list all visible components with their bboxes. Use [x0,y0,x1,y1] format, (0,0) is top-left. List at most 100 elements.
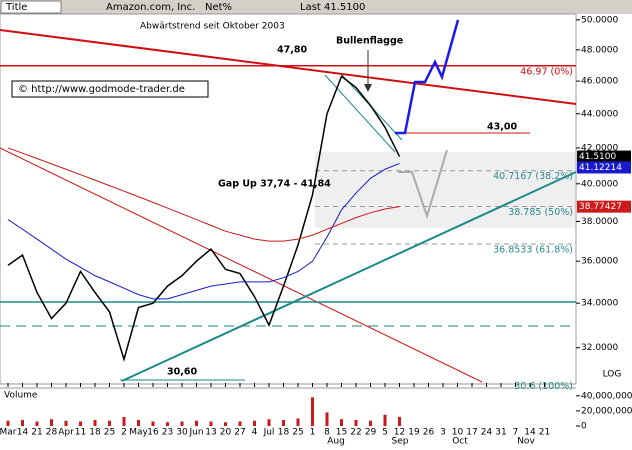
x-tick-label: 5 [382,428,388,438]
y-tick-label: 42.0000 [581,143,618,153]
month-label: Nov [517,437,535,447]
volume-bar [238,421,242,426]
x-tick-label: 2 [121,428,127,438]
volume-bar [93,419,97,426]
uptrend-line [121,171,577,382]
y-tick-label: 38.0000 [581,217,618,227]
x-tick-label: 14 [17,428,29,438]
x-tick-label: 18 [89,428,101,438]
x-tick-label: 30 [176,428,188,438]
y-tick-label: 34.0000 [581,299,618,309]
volume-bar [35,421,39,426]
copyright: © http://www.godmode-trader.de [18,84,185,95]
y-tick-label: 46.0000 [581,77,618,87]
y-tick-label: 0 [581,422,587,432]
x-tick-label: 10 [452,428,464,438]
x-tick-label: 21 [539,428,550,438]
scale-label: LOG [603,370,622,380]
header-bar [0,0,632,14]
title-box[interactable] [0,0,62,14]
x-tick-label: 4 [252,428,258,438]
y-tick-label: 50.0000 [581,15,618,25]
header-symbol: Amazon.com, Inc. [106,2,195,13]
annotation: 30,60 [167,367,197,378]
volume-bar [296,418,300,426]
annotation: Gap Up 37,74 - 41,84 [218,179,331,190]
volume-bar [325,412,329,426]
volume-bar [6,420,10,426]
volume-bar [224,422,227,426]
x-tick-label: 16 [147,428,159,438]
x-tick-label: 18 [278,428,290,438]
x-tick-label: 22 [350,428,361,438]
annotation: Abwärtstrend seit Oktober 2003 [140,22,285,32]
level-label: 36.8533 (61.8%) [493,244,573,255]
month-label: Aug [327,437,345,447]
x-tick-label: 20 [220,428,232,438]
x-tick-label: 19 [408,428,420,438]
volume-bar [137,419,140,426]
price-flag-label: 41.12214 [579,163,622,173]
x-tick-label: May [129,428,148,438]
copyright-box [11,80,209,98]
y-tick-label: 40,000,000 [581,391,632,401]
x-tick-label: 28 [46,428,58,438]
x-tick-label: Mar [0,428,17,438]
y-tick-label: 36.0000 [581,257,618,267]
level-label: 40.7167 (38.2%) [493,171,573,182]
volume-bar [79,421,82,426]
volume-bar [398,416,401,426]
trend-line [0,147,483,383]
x-tick-label: 12 [394,428,405,438]
annotation: 43,00 [487,122,517,133]
x-tick-label: 14 [524,428,536,438]
volume-bar [64,420,68,426]
projection [395,19,460,135]
price-flag [577,200,631,213]
month-label: Sep [392,437,409,447]
volume-bar [354,419,358,426]
volume-bar [369,420,372,426]
x-tick-label: 25 [104,428,115,438]
x-tick-label: 8 [324,428,330,438]
y-tick-label: 40.0000 [581,179,618,189]
volume-bar [50,419,53,426]
y-tick-label: 32.0000 [581,343,618,353]
header-mode: Net% [205,2,232,13]
x-tick-label: 26 [423,428,435,438]
x-tick-label: 27 [234,428,245,438]
volume-bar [195,420,198,426]
volume-bar [21,419,24,426]
price-flag [577,161,631,174]
arrow-head [364,84,372,92]
x-tick-label: 25 [292,428,303,438]
volume-bar [267,419,271,426]
downtrend-line [0,29,577,105]
y-tick-label: 20,000,000 [581,406,632,416]
x-tick-label: 17 [466,428,477,438]
volume-bar [108,420,111,426]
volume-title: Volume [4,391,38,401]
volume-bar [340,419,343,426]
x-tick-label: 15 [336,428,347,438]
header-last: Last 41.5100 [300,2,365,13]
y-tick-label: 44.0000 [581,109,618,119]
x-tick-label: 11 [75,428,86,438]
price-flag-label: 41.5100 [579,152,616,162]
header-title: Title [5,2,27,13]
x-tick-label: Apr [58,428,74,438]
level-label: 30.6 (100%) [514,381,573,392]
projection [398,149,448,220]
x-tick-label: 31 [495,428,506,438]
volume-bar [383,414,387,426]
x-tick-label: 1 [310,428,316,438]
x-tick-label: 24 [481,428,493,438]
x-tick-label: 21 [31,428,42,438]
x-tick-label: 7 [513,428,519,438]
volume-bar [209,421,213,426]
annotation: Bullenflagge [336,36,403,47]
level-label: 38.785 (50%) [508,207,573,218]
x-tick-label: 29 [365,428,377,438]
